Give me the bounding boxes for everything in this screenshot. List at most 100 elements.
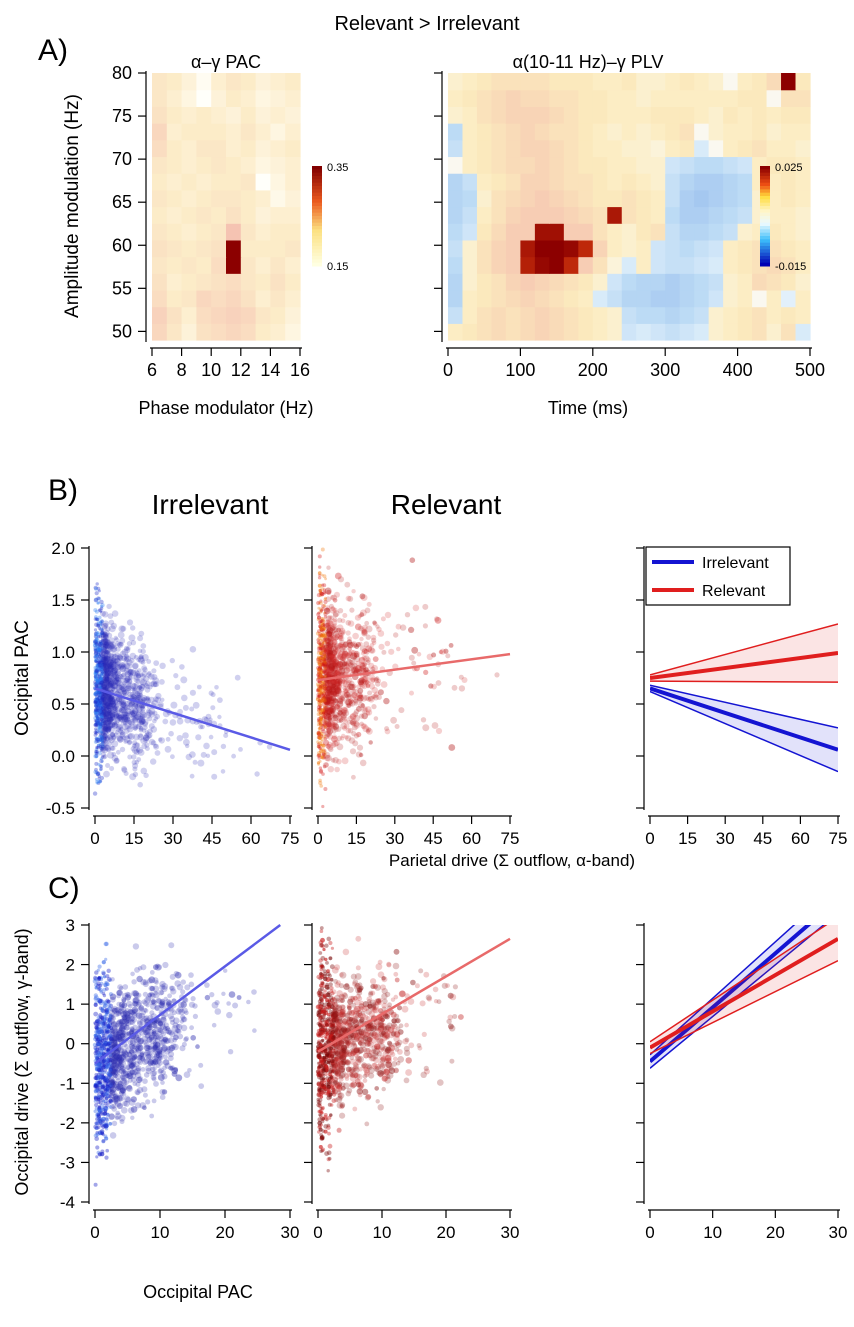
plv-heatmap-cell xyxy=(534,239,550,258)
b-irrelevant-scatter-point xyxy=(108,696,115,703)
pac-heatmap-cell xyxy=(211,173,227,191)
b-irrelevant-scatter-point xyxy=(97,682,101,685)
plv-heatmap-cell xyxy=(549,323,565,341)
plv-heatmap-cell xyxy=(723,73,739,91)
plv-heatmap-cell xyxy=(534,256,550,274)
b-irrelevant-scatter-point xyxy=(102,631,108,638)
b-irrelevant-scatter-point xyxy=(153,660,160,666)
b-irrelevant-scatter-point xyxy=(97,647,102,653)
b-irrelevant-scatter-point xyxy=(148,673,155,680)
b-irrelevant-scatter-point xyxy=(109,700,117,708)
b-irrelevant-scatter-point xyxy=(101,720,106,726)
b-irrelevant-scatter-point xyxy=(102,675,109,682)
b-relevant-scatter-point xyxy=(409,690,414,696)
plv-heatmap-cell xyxy=(795,189,811,208)
b-irrelevant-scatter-point xyxy=(126,725,134,733)
plv-heatmap-cell xyxy=(491,189,507,208)
b-relevant-scatter-point xyxy=(340,618,346,624)
plv-heatmap-cell xyxy=(650,73,666,91)
plv-heatmap-cell xyxy=(708,189,724,208)
b-irrelevant-scatter-point xyxy=(133,749,140,756)
b-irrelevant-scatter-point xyxy=(117,713,125,721)
plv-heatmap-cell xyxy=(520,106,536,124)
plv-heatmap-cell xyxy=(737,73,753,91)
pac-heatmap-cell xyxy=(240,256,257,274)
plv-heatmap-cell xyxy=(534,156,550,174)
b-irrelevant-scatter-point xyxy=(128,673,135,680)
b-irrelevant-scatter-point xyxy=(126,619,134,626)
b-irrelevant-scatter-point xyxy=(211,749,218,756)
b-irrelevant-scatter-point xyxy=(107,679,115,686)
b-irrelevant-scatter-point xyxy=(109,766,115,771)
b-irrelevant-scatter-point xyxy=(195,734,202,741)
plv-heatmap-cell xyxy=(679,206,695,224)
pac-heatmap-cell xyxy=(211,206,227,224)
plv-heatmap-cell xyxy=(491,306,507,324)
b-irrelevant-scatter-point xyxy=(210,692,216,698)
b-relevant-scatter-point xyxy=(322,695,326,699)
plv-heatmap-cell xyxy=(636,139,652,158)
plv-heatmap-cell xyxy=(795,139,811,158)
c-irrelevant-scatter-point xyxy=(97,964,102,969)
plv-heatmap-cell xyxy=(708,173,724,191)
b-irrelevant-scatter-point xyxy=(103,683,110,690)
pac-heatmap-cell xyxy=(211,189,227,208)
b-irrelevant-scatter-point xyxy=(98,642,103,647)
pac-heatmap-cell xyxy=(181,106,197,124)
c-irrelevant-scatter-point xyxy=(189,1025,195,1031)
pac-colorbar-segment xyxy=(312,179,322,184)
b-irrelevant-scatter-point xyxy=(154,713,160,720)
b-relevant-scatter-point xyxy=(423,669,429,676)
b-irrelevant-scatter-point xyxy=(113,699,119,704)
b-relevant-scatter-point xyxy=(317,736,322,740)
plv-heatmap-cell xyxy=(795,173,811,191)
b-irrelevant-scatter-point xyxy=(99,775,105,781)
plv-heatmap-cell xyxy=(592,106,608,124)
pac-heatmap-cell xyxy=(240,173,257,191)
b-irrelevant-scatter-point xyxy=(132,694,138,701)
b-irrelevant-scatter-point xyxy=(98,634,102,639)
pac-heatmap-cell xyxy=(211,323,227,341)
plv-heatmap-cell xyxy=(766,206,782,224)
pac-heatmap-cell xyxy=(240,89,257,107)
c-irrelevant-scatter-point xyxy=(114,1112,122,1120)
b-irrelevant-scatter-point xyxy=(138,657,145,664)
b-irrelevant-scatter-point xyxy=(101,702,108,709)
b-relevant-scatter-point xyxy=(341,657,347,662)
b-irrelevant-scatter-point xyxy=(99,711,107,719)
b-irrelevant-scatter-point xyxy=(101,711,108,718)
b-irrelevant-scatter-point xyxy=(100,751,106,757)
plv-heatmap-cell xyxy=(520,289,536,308)
c-irrelevant-scatter-point xyxy=(124,1044,129,1049)
plv-heatmap-cell xyxy=(578,73,594,91)
panel-b-label: B) xyxy=(48,474,78,507)
b-irrelevant-scatter-point xyxy=(105,646,112,653)
pac-heatmap-cell xyxy=(240,123,257,141)
plv-heatmap-cell xyxy=(592,73,608,91)
c-irrelevant-scatter xyxy=(92,923,281,1187)
plv-heatmap-cell xyxy=(766,306,782,324)
plv-heatmap-cell xyxy=(708,223,724,241)
plv-heatmap-cell xyxy=(737,239,753,258)
plv-heatmap-cell xyxy=(723,306,739,324)
plv-heatmap-cell xyxy=(476,156,493,174)
b-irrelevant-scatter-point xyxy=(97,626,102,630)
plv-colorbar-segment xyxy=(760,172,770,177)
b-relevant-scatter-point xyxy=(316,744,321,749)
plv-heatmap-cell xyxy=(578,256,594,274)
b-irrelevant-scatter-point xyxy=(96,699,100,704)
b-irrelevant-scatter-point xyxy=(196,684,202,690)
b-irrelevant-scatter-point xyxy=(106,707,113,714)
b-irrelevant-scatter-point xyxy=(98,608,103,613)
b-irrelevant-scatter-point xyxy=(94,586,98,591)
b-irrelevant-scatter-point xyxy=(100,638,105,642)
b-relevant-scatter-point xyxy=(342,613,348,618)
pac-heatmap-cell xyxy=(270,156,286,174)
b-irrelevant-scatter-point xyxy=(100,744,105,749)
plv-heatmap-cell xyxy=(636,206,652,224)
b-irrelevant-scatter-point xyxy=(142,734,150,741)
pac-heatmap-cell xyxy=(270,223,286,241)
b-irrelevant-scatter-point xyxy=(151,674,158,681)
b-irrelevant-scatter-point xyxy=(113,704,120,710)
plv-heatmap-cell xyxy=(607,273,623,291)
